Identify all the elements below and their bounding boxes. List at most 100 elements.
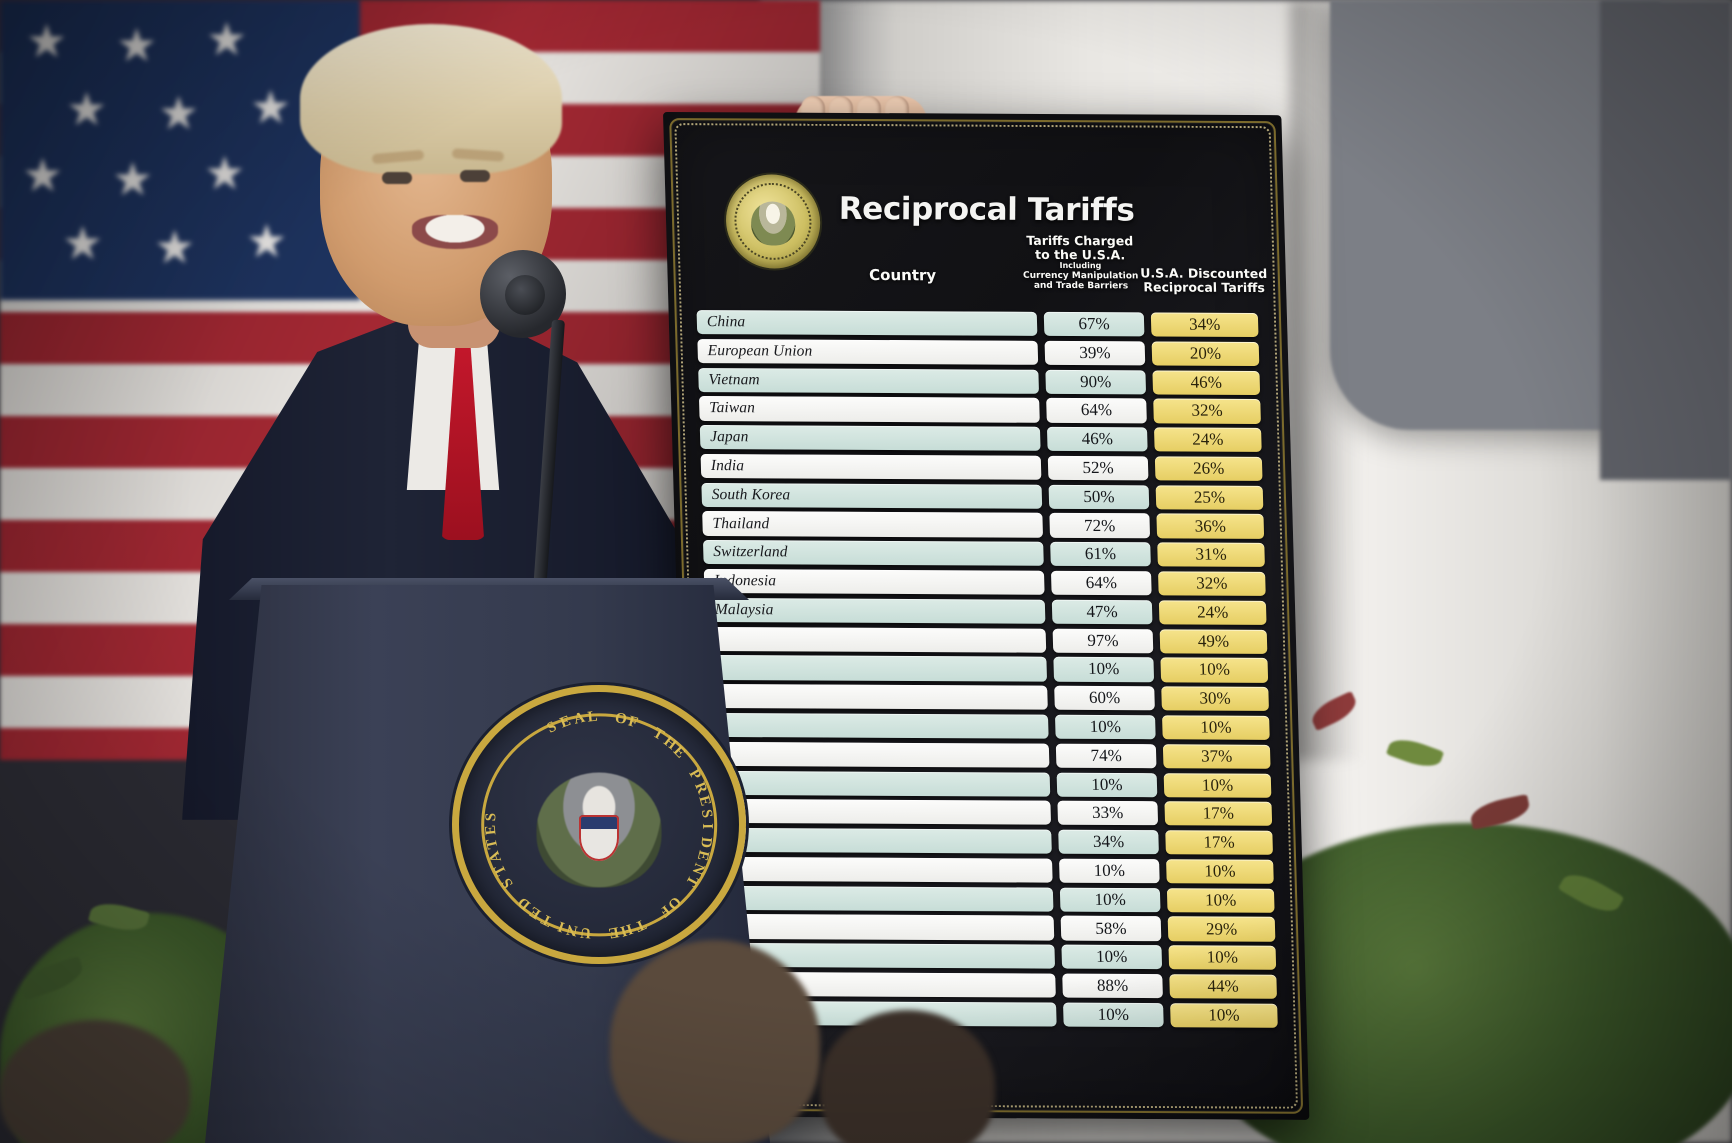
cell-tariff-discounted: 26% (1154, 456, 1263, 482)
cell-tariff-charged: 50% (1048, 484, 1150, 510)
cell-tariff-charged: 72% (1049, 513, 1151, 538)
column-header-usa-discounted: U.S.A. Discounted Reciprocal Tariffs (1135, 265, 1272, 295)
cell-tariff-charged: 64% (1046, 398, 1147, 423)
cell-tariff-charged: 39% (1044, 340, 1146, 366)
cell-tariff-charged: 10% (1059, 887, 1161, 912)
table-row: 74% 37% (708, 741, 1276, 769)
cell-tariff-charged: 64% (1050, 570, 1152, 596)
eye (382, 172, 412, 184)
cell-tariff-discounted: 25% (1155, 485, 1264, 510)
cell-tariff-discounted: 10% (1162, 715, 1270, 740)
cell-tariff-discounted: 17% (1165, 830, 1273, 856)
cell-country (713, 914, 1055, 941)
cell-country: India (700, 453, 1042, 480)
cell-country: Vietnam (698, 367, 1040, 394)
cell-tariff-discounted: 20% (1151, 341, 1260, 366)
cell-country (705, 626, 1047, 653)
table-row: Malaysia 47% 24% (704, 597, 1272, 625)
cell-tariff-charged: 10% (1063, 1002, 1164, 1028)
table-row: South Korea 50% 25% (701, 482, 1268, 510)
table-row: 10% 10% (706, 655, 1273, 683)
table-row: 58% 29% (713, 914, 1280, 942)
cell-tariff-charged: 10% (1061, 944, 1163, 970)
cell-country (708, 741, 1050, 768)
cell-tariff-discounted: 29% (1167, 916, 1276, 942)
cell-tariff-charged: 33% (1057, 800, 1159, 826)
table-row: 97% 49% (705, 626, 1272, 654)
cell-tariff-discounted: 32% (1158, 571, 1266, 597)
cell-tariff-charged: 74% (1055, 743, 1157, 769)
board-title: Reciprocal Tariffs (838, 190, 1135, 229)
table-row: 60% 30% (706, 684, 1274, 712)
cell-tariff-discounted: 10% (1168, 945, 1277, 971)
cell-tariff-discounted: 34% (1150, 312, 1259, 338)
table-row: Vietnam 90% 46% (698, 367, 1265, 395)
cell-tariff-discounted: 44% (1169, 974, 1278, 999)
cell-tariff-charged: 52% (1047, 455, 1149, 481)
cell-tariff-charged: 97% (1052, 628, 1154, 654)
presidential-seal-icon (724, 174, 822, 269)
cell-tariff-charged: 88% (1062, 973, 1163, 999)
cell-tariff-discounted: 17% (1164, 801, 1273, 827)
table-row: 10% 10% (709, 770, 1276, 798)
cell-country (707, 712, 1049, 739)
cell-tariff-discounted: 31% (1157, 542, 1265, 568)
table-row: 34% 17% (711, 827, 1278, 856)
cell-tariff-discounted: 10% (1163, 772, 1272, 798)
column-header-country: Country (868, 265, 937, 285)
table-row: Thailand 72% 36% (702, 511, 1269, 539)
cell-tariff-charged: 47% (1051, 599, 1153, 625)
cell-country (712, 885, 1054, 912)
cell-country: Taiwan (698, 396, 1040, 423)
background-panel-edge (1600, 0, 1732, 480)
cell-tariff-discounted: 10% (1170, 1002, 1278, 1028)
table-row: 10% 10% (711, 856, 1279, 884)
cell-country (710, 799, 1052, 826)
cell-tariff-charged: 46% (1046, 426, 1148, 452)
cell-tariff-charged: 34% (1058, 829, 1159, 855)
table-row: 10% 10% (712, 885, 1280, 913)
cell-tariff-discounted: 10% (1166, 887, 1275, 913)
cell-tariff-discounted: 46% (1152, 369, 1261, 395)
cell-country: Malaysia (704, 597, 1046, 624)
cell-country: South Korea (701, 482, 1043, 509)
cell-country: European Union (697, 338, 1039, 365)
table-row: China 67% 34% (696, 310, 1264, 338)
microphone-capsule (505, 275, 545, 315)
cell-tariff-discounted: 10% (1166, 859, 1274, 884)
cell-country: Switzerland (702, 540, 1044, 567)
cell-tariff-discounted: 32% (1153, 398, 1261, 424)
audience-head (820, 1010, 995, 1143)
cell-tariff-charged: 58% (1060, 916, 1162, 941)
flag-canton (0, 0, 360, 300)
cell-country (711, 827, 1052, 854)
cell-country (711, 856, 1053, 883)
mouth (412, 215, 498, 249)
cell-tariff-charged: 10% (1053, 657, 1155, 682)
table-row: European Union 39% 20% (697, 338, 1264, 366)
cell-tariff-charged: 90% (1045, 369, 1147, 395)
cell-country (709, 770, 1051, 797)
speaker-hair (300, 24, 562, 174)
cell-country: Indonesia (703, 568, 1045, 595)
cell-tariff-discounted: 30% (1161, 686, 1269, 712)
cell-tariff-charged: 60% (1054, 685, 1155, 711)
table-row: Switzerland 61% 31% (702, 540, 1270, 568)
cell-tariff-charged: 61% (1050, 542, 1151, 567)
tariff-table: China 67% 34% European Union 39% 20% Vietnam 90… (696, 310, 1283, 1032)
cell-tariff-charged: 10% (1054, 714, 1156, 740)
discounted-line2: Reciprocal Tariffs (1143, 278, 1266, 295)
table-row: Taiwan 64% 32% (698, 396, 1266, 424)
table-row: 10% 10% (707, 712, 1275, 740)
cell-tariff-charged: 67% (1043, 311, 1145, 337)
cell-country: Japan (699, 425, 1041, 452)
table-row: 33% 17% (710, 799, 1277, 827)
audience-head (610, 940, 820, 1143)
cell-tariff-charged: 10% (1058, 858, 1160, 884)
audience-head (0, 1020, 190, 1143)
cell-tariff-discounted: 49% (1159, 628, 1268, 654)
cell-tariff-discounted: 24% (1158, 600, 1267, 625)
cell-country (706, 684, 1048, 711)
